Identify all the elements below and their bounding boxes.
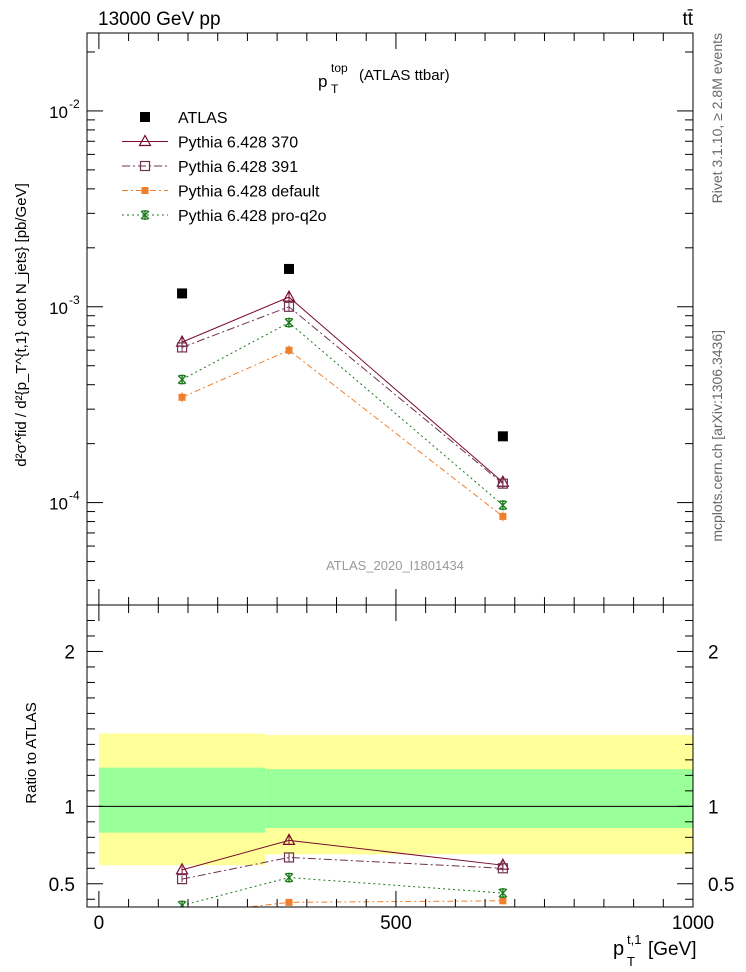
ratio-point-3	[499, 897, 507, 905]
series-2-point	[497, 478, 508, 489]
ratio-point-3	[179, 911, 186, 918]
x-tick-label: 500	[380, 913, 412, 934]
ratio-point-4	[177, 900, 187, 907]
ratio-point-2	[283, 852, 295, 863]
legend-marker-3	[141, 187, 149, 194]
y-tick-label-exponent: -2	[69, 97, 80, 111]
ratio-point-4	[284, 872, 294, 883]
series-2-point	[176, 342, 188, 353]
x-axis-title-sup: t,1	[627, 932, 641, 947]
ratio-line-4	[181, 877, 503, 906]
atlas-data-point	[497, 431, 508, 442]
x-axis-title-unit: [GeV]	[648, 939, 697, 960]
ratio-line-3	[244, 900, 503, 907]
ratio-y-tick-label-right: 1	[708, 797, 719, 818]
main-plot: 10-210-310-4 p top T (ATLAS ttbar) ATLAS…	[13, 32, 694, 606]
y-tick-label-exponent: -4	[69, 489, 80, 503]
mcplots-label: mcplots.cern.ch [arXiv:1306.3436]	[709, 330, 725, 542]
series-4-point	[284, 317, 294, 328]
atlas-data-point	[284, 263, 294, 274]
series-3-point	[285, 346, 293, 354]
uncertainty-band-green	[98, 767, 266, 833]
legend-marker-1	[138, 134, 152, 147]
x-tick-label: 1000	[672, 913, 714, 934]
energy-label: 13000 GeV pp	[98, 9, 221, 30]
plot-title-main: p	[318, 72, 327, 91]
ratio-point-2	[176, 874, 188, 885]
series-1-point	[282, 289, 296, 302]
legend-marker-4	[140, 210, 150, 220]
ratio-line-2	[181, 856, 503, 880]
y-tick-label: 10	[49, 299, 68, 318]
watermark: ATLAS_2020_I1801434	[326, 558, 464, 573]
series-line-1	[181, 296, 504, 483]
y-tick-label: 10	[49, 103, 68, 122]
y-tick-label: 10	[49, 495, 68, 514]
series-4-point	[177, 374, 187, 385]
ratio-point-4	[498, 888, 508, 899]
legend-label-2: Pythia 6.428 391	[178, 159, 298, 176]
process-label: tt̄	[682, 9, 693, 30]
ratio-y-tick-label-right: 0.5	[708, 875, 734, 896]
x-axis-title: p t,1 T [GeV]	[613, 932, 697, 969]
y-tick-label-exponent: -3	[69, 293, 80, 307]
ratio-y-axis-title: Ratio to ATLAS	[23, 702, 40, 803]
ratio-y-tick-label: 0.5	[49, 875, 75, 896]
series-line-2	[181, 306, 504, 485]
legend-label-4: Pythia 6.428 pro-q2o	[178, 208, 327, 225]
legend: ATLAS Pythia 6.428 370 Pythia 6.428 391 Pyt…	[122, 110, 327, 225]
x-axis-title-sub: T	[627, 954, 635, 969]
series-2-point	[283, 301, 295, 312]
plot-title-sup: top	[331, 61, 348, 75]
legend-label-1: Pythia 6.428 370	[178, 135, 298, 152]
series-line-3	[181, 349, 504, 517]
x-axis-title-main: p	[613, 938, 624, 960]
legend-marker-atlas	[140, 112, 150, 122]
legend-label-3: Pythia 6.428 default	[178, 184, 320, 201]
rivet-version-label: Rivet 3.1.10, ≥ 2.8M events	[709, 33, 725, 203]
legend-marker-2	[139, 160, 151, 172]
y-axis-title: d²σ^fid / d²{p_T^{t,1} cdot N_jets} [pb/…	[13, 183, 30, 467]
ratio-y-tick-label: 1	[64, 797, 75, 818]
ratio-plot-frame	[86, 604, 694, 908]
ratio-point-2	[497, 863, 508, 874]
series-3-point	[499, 512, 507, 520]
series-4-point	[498, 500, 508, 511]
ratio-point-1	[282, 833, 296, 846]
x-tick-label: 0	[94, 913, 105, 934]
y-axis-title-text: d²σ^fid / d²{p_T^{t,1} cdot N_jets} [pb/…	[13, 183, 30, 467]
plot-title-rest: (ATLAS ttbar)	[359, 67, 450, 84]
ratio-point-1	[175, 862, 189, 875]
ratio-point-3	[285, 898, 293, 906]
ratio-y-tick-label: 2	[64, 642, 75, 663]
legend-label-atlas: ATLAS	[178, 110, 228, 127]
ratio-y-tick-label-right: 2	[708, 642, 719, 663]
series-line-4	[181, 322, 504, 506]
series-3-point	[178, 393, 186, 401]
atlas-data-point	[177, 288, 188, 299]
uncertainty-band-green	[265, 769, 693, 829]
ratio-plot: 0.5 0.5 1 1 2 2 0 500 1000 Ratio to ATLAS p t,1 …	[23, 604, 734, 969]
plot-title-sub: T	[331, 82, 339, 96]
